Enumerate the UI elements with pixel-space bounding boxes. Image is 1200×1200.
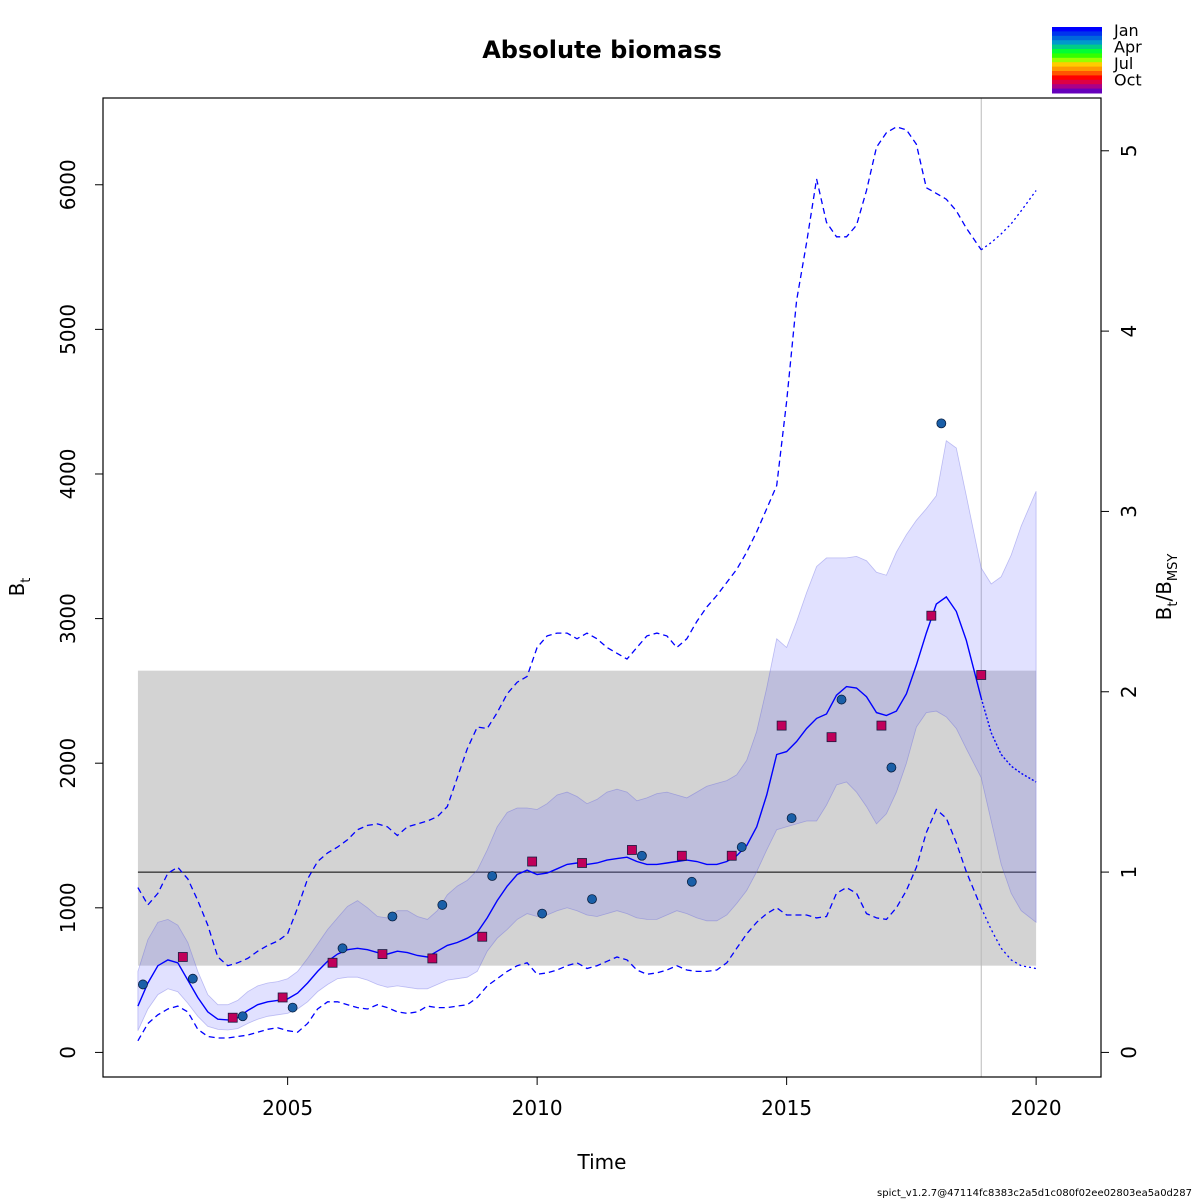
obs-index1-point	[187, 973, 198, 984]
x-tick-label: 2005	[262, 1096, 313, 1120]
y-tick-label: 0	[56, 1046, 80, 1059]
legend-color-swatch	[1052, 88, 1102, 94]
estimate-ci-band	[137, 440, 1037, 1031]
obs-index2-point	[327, 957, 338, 968]
obs-index1-point	[637, 850, 647, 861]
legend-color-swatch	[1052, 62, 1102, 68]
y-tick-label: 6000	[56, 159, 80, 210]
chart-title: Absolute biomass	[482, 36, 722, 64]
legend-label: Jan	[1113, 21, 1139, 40]
legend-color-swatch	[1052, 40, 1102, 46]
observation-points-layer	[138, 418, 987, 1023]
obs-index2-point	[427, 953, 438, 964]
obs-index1-point	[487, 871, 498, 881]
obs-index2-point	[277, 992, 288, 1003]
legend-color-swatch	[1052, 35, 1102, 41]
obs-index2-point	[876, 720, 887, 731]
y2-axis-label-main: B	[1152, 607, 1176, 621]
obs-index1-point	[237, 1011, 248, 1022]
bmsy-ci-lower-dashed	[137, 808, 982, 1042]
legend-color-swatch	[1052, 53, 1102, 59]
obs-index2-point	[976, 670, 987, 680]
obs-index1-point	[437, 900, 448, 910]
x-axis: 2005 2010 2015 2020	[262, 1076, 1062, 1120]
obs-index2-point	[627, 845, 637, 855]
obs-index2-point	[726, 850, 737, 861]
obs-index2-point	[227, 1012, 238, 1023]
confidence-band-layer	[137, 440, 1037, 1031]
obs-index2-point	[177, 952, 188, 962]
y-tick-label: 4000	[56, 449, 80, 500]
obs-index1-point	[287, 1002, 298, 1013]
y2-axis: 0 1 2 3 4 5	[1101, 144, 1141, 1059]
x-axis-label: Time	[577, 1150, 627, 1174]
y-axis-label-main: B	[5, 583, 29, 597]
obs-index2-point	[776, 720, 787, 731]
y2-tick-label: 5	[1117, 144, 1141, 157]
legend-color-swatch	[1052, 44, 1102, 50]
bmsy-band-layer	[137, 98, 1037, 1077]
legend-color-swatch	[1052, 71, 1102, 76]
legend-label: Apr	[1114, 38, 1142, 57]
obs-index1-point	[836, 694, 847, 705]
obs-index1-point	[387, 911, 398, 922]
y-tick-label: 5000	[56, 304, 80, 355]
biomass-estimate-line	[137, 595, 982, 1021]
y2-axis-label: Bt/BMSY	[1152, 554, 1181, 621]
legend-color-swatch	[1052, 31, 1102, 37]
x-tick-label: 2020	[1011, 1096, 1062, 1120]
legend-color-swatch	[1052, 27, 1102, 32]
y2-tick-label: 2	[1117, 685, 1141, 698]
y2-tick-label: 4	[1117, 325, 1141, 338]
y2-tick-label: 3	[1117, 505, 1141, 518]
obs-index2-point	[377, 949, 388, 959]
obs-index1-point	[886, 762, 897, 773]
y-axis: 0 1000 2000 3000 4000 5000 6000	[56, 159, 103, 1059]
obs-index1-point	[736, 842, 747, 852]
forecast-ci-upper-dotted	[980, 190, 1037, 251]
obs-index2-point	[477, 931, 488, 942]
obs-index1-point	[537, 908, 548, 919]
bmsy-ci-band	[137, 670, 1037, 966]
legend-color-swatch	[1052, 84, 1102, 90]
y2-tick-label: 0	[1117, 1046, 1141, 1059]
obs-index1-point	[138, 979, 148, 990]
y2-axis-label-sub2: MSY	[1166, 554, 1181, 581]
legend-color-swatch	[1052, 57, 1102, 63]
y-axis-label: Bt	[5, 578, 34, 597]
obs-index1-point	[587, 894, 597, 905]
y2-axis-label-mid: /B	[1152, 581, 1176, 601]
legend-color-swatch	[1052, 49, 1102, 54]
obs-index2-point	[926, 610, 937, 621]
legend-color-swatch	[1052, 75, 1102, 81]
obs-index1-point	[337, 943, 348, 954]
y-tick-label: 2000	[56, 738, 80, 789]
legend-label: Oct	[1114, 71, 1142, 90]
legend-color-swatch	[1052, 79, 1102, 85]
legend-color-swatch	[1052, 66, 1102, 72]
x-tick-label: 2010	[512, 1096, 563, 1120]
y-tick-label: 1000	[56, 882, 80, 933]
legend-label: Jul	[1113, 54, 1133, 73]
obs-index2-point	[527, 856, 538, 867]
obs-index1-point	[786, 813, 797, 824]
y2-axis-label-sub1: t	[1166, 602, 1181, 607]
obs-index2-point	[676, 850, 687, 861]
y-axis-label-subscript: t	[19, 578, 34, 583]
bmsy-ci-upper-dashed	[137, 126, 982, 967]
version-footer: spict_v1.2.7@47114fc8383c2a5d1c080f02ee0…	[877, 1188, 1192, 1199]
obs-index2-point	[826, 732, 837, 743]
obs-index2-point	[577, 858, 587, 868]
y2-tick-label: 1	[1117, 866, 1141, 879]
obs-index1-point	[686, 876, 697, 887]
x-tick-label: 2015	[761, 1096, 812, 1120]
obs-index1-point	[936, 418, 947, 429]
y-tick-label: 3000	[56, 593, 80, 644]
series-lines-layer	[137, 126, 1037, 1042]
